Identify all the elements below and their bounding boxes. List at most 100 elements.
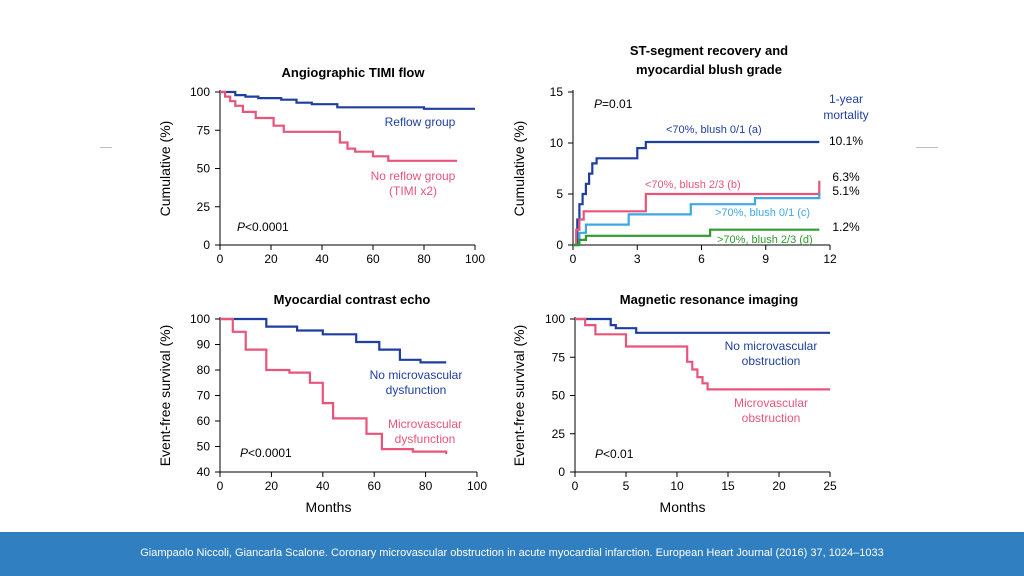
- p-value-label: P<0.01: [595, 447, 634, 461]
- series-line: [220, 90, 475, 110]
- series-label: >70%, blush 2/3 (d): [717, 234, 813, 246]
- x-tick-label: 6: [698, 252, 705, 266]
- x-tick-label: 20: [772, 479, 786, 493]
- chart-mri: Magnetic resonance imaging 0 25 50 75 100 0 5 10…: [511, 292, 837, 515]
- x-tick-label: 0: [570, 252, 577, 266]
- series-line: [575, 317, 830, 391]
- y-tick-label: 10: [550, 136, 564, 150]
- series-end-value: 6.3%: [832, 170, 860, 184]
- y-tick-label: 70: [197, 389, 211, 403]
- y-tick-label: 75: [197, 123, 211, 137]
- x-tick-label: 20: [264, 252, 278, 266]
- series-label: >70%, blush 0/1 (c): [715, 207, 810, 219]
- series-annotation: No microvascular: [370, 368, 463, 382]
- x-tick-label: 20: [265, 479, 279, 493]
- y-tick-label: 90: [197, 338, 211, 352]
- x-tick-label: 0: [217, 252, 224, 266]
- x-tick-label: 25: [823, 479, 837, 493]
- series-annotation: dysfunction: [395, 432, 456, 446]
- x-tick-label: 100: [465, 252, 485, 266]
- right-divider-line: [916, 147, 938, 148]
- y-tick-label: 5: [556, 187, 563, 201]
- series-line: [220, 90, 458, 162]
- x-tick-label: 60: [368, 479, 382, 493]
- x-tick-label: 0: [572, 479, 579, 493]
- footer-bar: [0, 532, 1024, 576]
- y-tick-label: 25: [197, 200, 211, 214]
- x-axis-label: Months: [306, 499, 352, 515]
- series-end-value: 10.1%: [829, 134, 863, 148]
- y-axis-label: Event-free survival (%): [511, 325, 527, 467]
- chart-title: Magnetic resonance imaging: [620, 292, 798, 307]
- x-tick-label: 15: [721, 479, 735, 493]
- x-tick-label: 12: [823, 252, 837, 266]
- series-line: [220, 317, 447, 364]
- y-tick-label: 100: [190, 85, 210, 99]
- y-tick-label: 50: [552, 389, 566, 403]
- x-tick-label: 80: [417, 252, 431, 266]
- series-line: [573, 140, 820, 247]
- chart-title: myocardial blush grade: [636, 62, 782, 77]
- series-line: [573, 180, 821, 247]
- x-tick-label: 100: [467, 479, 487, 493]
- series-line: [573, 193, 821, 247]
- chart-echo: Myocardial contrast echo 40 50 60 70 80 90 100 0…: [157, 292, 487, 515]
- mortality-header: mortality: [823, 108, 868, 122]
- series-annotation: No microvascular: [725, 339, 818, 353]
- series-annotation: obstruction: [742, 354, 801, 368]
- y-tick-label: 15: [550, 85, 564, 99]
- series-annotation: (TIMI x2): [389, 184, 437, 198]
- series-line: [575, 317, 830, 334]
- y-axis-label: Cumulative (%): [511, 121, 527, 217]
- y-tick-label: 50: [197, 162, 211, 176]
- mortality-header: 1-year: [829, 92, 863, 106]
- y-tick-label: 0: [556, 238, 563, 252]
- chart-title: Angiographic TIMI flow: [282, 65, 426, 80]
- y-tick-label: 50: [197, 440, 211, 454]
- series-annotation: obstruction: [742, 411, 801, 425]
- series-end-value: 1.2%: [832, 220, 860, 234]
- p-value-label: P<0.0001: [240, 446, 292, 460]
- series-annotation: Reflow group: [385, 115, 456, 129]
- chart-title: Myocardial contrast echo: [274, 292, 431, 307]
- x-tick-label: 9: [762, 252, 769, 266]
- x-tick-label: 40: [315, 252, 329, 266]
- y-tick-label: 100: [545, 312, 565, 326]
- citation-text: Giampaolo Niccoli, Giancarla Scalone. Co…: [140, 547, 884, 559]
- series-end-value: 5.1%: [832, 184, 860, 198]
- chart-timi: Angiographic TIMI flow 0 25 50 75 100 0 20 40 60 8…: [157, 65, 485, 266]
- y-tick-label: 40: [197, 465, 211, 479]
- y-axis-label: Cumulative (%): [157, 121, 173, 217]
- series-label: <70%, blush 2/3 (b): [645, 179, 741, 191]
- series-label: <70%, blush 0/1 (a): [666, 124, 762, 136]
- series-annotation: No reflow group: [371, 169, 456, 183]
- x-axis-label: Months: [660, 499, 706, 515]
- x-tick-label: 60: [366, 252, 380, 266]
- y-tick-label: 0: [203, 238, 210, 252]
- y-tick-label: 25: [552, 427, 566, 441]
- p-value-label: P<0.0001: [237, 220, 289, 234]
- left-divider-line: [100, 147, 112, 148]
- x-tick-label: 80: [419, 479, 433, 493]
- series-annotation: dysfunction: [386, 383, 447, 397]
- p-value-label: P=0.01: [594, 97, 633, 111]
- x-tick-label: 40: [316, 479, 330, 493]
- x-tick-label: 5: [623, 479, 630, 493]
- y-tick-label: 100: [190, 312, 210, 326]
- series-annotation: Microvascular: [388, 417, 462, 431]
- y-tick-label: 75: [552, 350, 566, 364]
- y-tick-label: 60: [197, 414, 211, 428]
- x-tick-label: 10: [670, 479, 684, 493]
- series-line: [573, 228, 820, 247]
- chart-title: ST-segment recovery and: [630, 43, 788, 58]
- y-tick-label: 80: [197, 363, 211, 377]
- y-axis-label: Event-free survival (%): [157, 325, 173, 467]
- x-tick-label: 3: [634, 252, 641, 266]
- chart-st: ST-segment recovery and myocardial blush …: [511, 43, 869, 266]
- series-annotation: Microvascular: [734, 396, 808, 410]
- y-tick-label: 0: [558, 465, 565, 479]
- series-line: [220, 317, 448, 455]
- x-tick-label: 0: [217, 479, 224, 493]
